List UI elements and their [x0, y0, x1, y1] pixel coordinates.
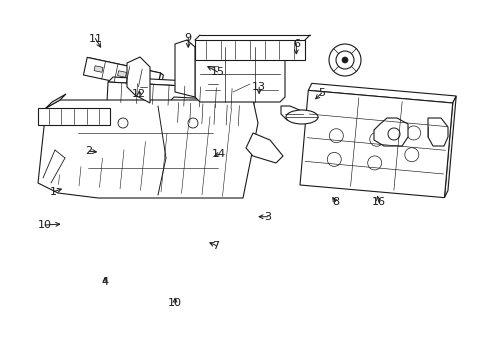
- Text: 14: 14: [212, 149, 225, 159]
- Polygon shape: [169, 97, 253, 106]
- Polygon shape: [444, 96, 455, 198]
- Polygon shape: [281, 106, 308, 120]
- Circle shape: [335, 51, 353, 69]
- Circle shape: [118, 118, 128, 128]
- Circle shape: [387, 128, 399, 140]
- Circle shape: [404, 148, 418, 162]
- Polygon shape: [157, 73, 163, 93]
- Polygon shape: [201, 62, 224, 86]
- Text: 5: 5: [318, 88, 325, 98]
- Circle shape: [369, 132, 383, 146]
- Text: 4: 4: [102, 276, 108, 287]
- Polygon shape: [195, 40, 305, 60]
- Polygon shape: [94, 66, 103, 72]
- Text: 8: 8: [331, 197, 338, 207]
- Text: 15: 15: [210, 67, 224, 77]
- Circle shape: [328, 44, 360, 76]
- Text: 11: 11: [88, 33, 102, 44]
- Text: 1: 1: [50, 186, 57, 197]
- Polygon shape: [168, 102, 248, 126]
- Text: 7: 7: [212, 240, 219, 251]
- Ellipse shape: [285, 110, 317, 124]
- Text: 2: 2: [85, 146, 92, 156]
- Text: 10: 10: [168, 298, 182, 308]
- Polygon shape: [244, 84, 250, 109]
- Polygon shape: [141, 76, 150, 82]
- Circle shape: [406, 126, 420, 140]
- Polygon shape: [117, 71, 126, 77]
- Polygon shape: [38, 100, 258, 198]
- Polygon shape: [307, 84, 455, 103]
- Polygon shape: [195, 47, 285, 102]
- Text: 13: 13: [252, 82, 265, 92]
- Polygon shape: [83, 57, 160, 91]
- Text: 6: 6: [292, 39, 299, 49]
- Text: 16: 16: [371, 197, 385, 207]
- Polygon shape: [245, 133, 283, 163]
- Text: 9: 9: [184, 33, 191, 43]
- Text: 12: 12: [132, 89, 146, 99]
- Polygon shape: [427, 118, 447, 146]
- Polygon shape: [175, 40, 195, 97]
- Circle shape: [341, 57, 347, 63]
- Circle shape: [367, 156, 381, 170]
- Text: 10: 10: [38, 220, 52, 230]
- Polygon shape: [299, 90, 452, 198]
- Polygon shape: [108, 77, 250, 89]
- Polygon shape: [127, 57, 150, 103]
- Circle shape: [187, 118, 198, 128]
- Circle shape: [326, 152, 341, 166]
- Polygon shape: [38, 108, 110, 125]
- Polygon shape: [46, 94, 66, 108]
- Polygon shape: [373, 118, 407, 146]
- Polygon shape: [87, 57, 163, 75]
- Circle shape: [328, 129, 343, 143]
- Text: 3: 3: [264, 212, 271, 222]
- Polygon shape: [247, 101, 253, 126]
- Polygon shape: [107, 82, 245, 109]
